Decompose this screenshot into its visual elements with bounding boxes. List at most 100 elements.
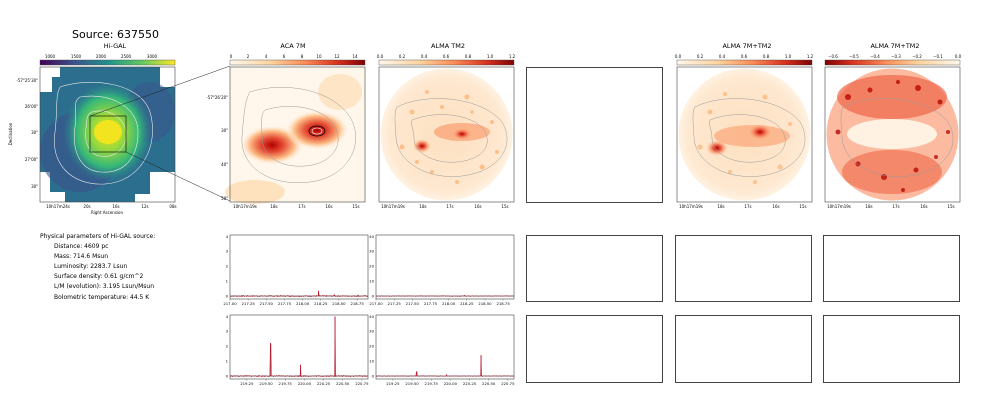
aca7m-contours	[241, 87, 356, 184]
spectrum-x-tick: 217.00	[369, 301, 383, 306]
empty-panel	[675, 235, 812, 302]
spectrum-x-tick: 218.75	[496, 301, 510, 306]
higal-x-tick: 08s	[169, 204, 176, 209]
spectrum-x-tick: 220.00	[444, 381, 458, 386]
resid-cbar-tick: −0.2	[912, 54, 922, 59]
spectrum-x-tick: 219.50	[259, 381, 273, 386]
resid-cbar-tick: −0.3	[891, 54, 901, 59]
spectrum-x-tick: 220.00	[298, 381, 312, 386]
alma-7m-tm2-x-tick: 18s	[717, 204, 724, 209]
spectrum-frame	[375, 234, 515, 300]
spectrum-x-tick: 217.00	[223, 301, 237, 306]
spectrum-y-tick: 2	[226, 264, 229, 269]
aca7m-map: 0 2 4 6 8 10 12 14 -57°26'20" 30" 40" 50…	[206, 54, 366, 209]
aca7m-x-ticks: 10h17m19s 18s 17s 16s 15s	[233, 204, 359, 209]
spectrum-y-tick: 0	[372, 373, 375, 378]
spectrum-x-tick: 218.50	[332, 301, 346, 306]
aca7m-title: ACA 7M	[280, 42, 306, 50]
spectrum-y-tick: 2	[226, 344, 229, 349]
higal-x-tick: 12s	[141, 204, 148, 209]
zoom-connectors	[89, 65, 231, 202]
alma-7m-tm2-x-ticks: 10h17m19s 18s 17s 16s 15s	[679, 204, 806, 209]
spectrum-line	[375, 294, 515, 297]
spectrum-x-tick: 220.50	[336, 381, 350, 386]
spectrum-x-tick: 217.50	[406, 301, 420, 306]
spectrum-y-tick: 10	[369, 278, 374, 283]
spectrum-y-tick: 3	[226, 329, 229, 334]
spectrum-aca7m-row1: 0 1 2 3 4 217.00 217.25 217.50 217.75 218.00 218.2…	[223, 234, 369, 306]
higal-y-tick: 30"	[31, 184, 38, 189]
alma-tm2-cbar-tick: 1.2	[509, 54, 516, 59]
resid-x-tick: 15s	[947, 204, 954, 209]
spectrum-x-tick: 220.75	[355, 381, 369, 386]
param-distance: Distance: 4609 pc	[54, 243, 109, 251]
higal-y-tick: 27'00"	[25, 157, 38, 162]
alma-tm2-cbar-tick: 0.2	[399, 54, 406, 59]
spectrum-x-tick: 219.50	[405, 381, 419, 386]
alma-7m-tm2-cbar-tick: 1.0	[785, 54, 792, 59]
aca7m-cbar-tick: 12	[334, 54, 340, 59]
aca7m-cbar-tick: 4	[265, 54, 268, 59]
param-l-over-m: L/M (evolution): 3.195 Lsun/Msun	[54, 283, 155, 291]
alma-7m-tm2-colorbar	[676, 59, 813, 66]
spectrum-y-tick: 30	[369, 329, 374, 334]
alma-tm2-cbar-tick: 0.0	[377, 54, 384, 59]
higal-ylabel: Declination	[8, 122, 13, 145]
alma-7m-tm2-resid-x-ticks: 10h17m19s 18s 17s 16s 15s	[827, 204, 954, 209]
alma-7m-tm2-cbar-tick: 0.2	[697, 54, 704, 59]
spectrum-x-tick: 217.75	[278, 301, 292, 306]
higal-x-tick: 20s	[83, 204, 90, 209]
higal-title: Hi-GAL	[103, 42, 127, 50]
alma-tm2-x-tick: 10h17m19s	[381, 204, 405, 209]
resid-x-tick: 16s	[920, 204, 927, 209]
higal-zoom-box	[89, 115, 127, 153]
higal-y-tick: 26'00"	[25, 104, 38, 109]
spectrum-y-tick: 20	[369, 344, 374, 349]
spectrum-alma-tm2-row2: 0 10 20 30 40 219.25 219.50 219.75 220.00 220.25 2…	[369, 314, 515, 386]
spectrum-y-tick: 4	[226, 314, 229, 319]
spectrum-y-tick: 40	[369, 314, 374, 319]
spectrum-x-tick: 219.75	[425, 381, 439, 386]
higal-y-tick: -57°25'30"	[16, 78, 38, 83]
aca7m-cbar-tick: 0	[230, 54, 233, 59]
aca7m-cbar-tick: 2	[247, 54, 250, 59]
spectrum-x-tick: 218.25	[460, 301, 474, 306]
spectrum-x-tick: 218.50	[478, 301, 492, 306]
resid-cbar-tick: −0.1	[933, 54, 943, 59]
spectrum-line	[229, 316, 369, 378]
alma-7m-tm2-resid-title: ALMA 7M+TM2	[870, 42, 920, 50]
empty-panel	[675, 315, 812, 383]
spectrum-x-tick: 217.75	[424, 301, 438, 306]
alma-tm2-map: 0.0 0.2 0.4 0.6 0.8 1.0 1.2 10h17m19s 18…	[377, 54, 516, 209]
spectrum-x-tick: 219.25	[386, 381, 400, 386]
spectrum-x-tick: 220.25	[463, 381, 477, 386]
alma-tm2-cbar-tick: 0.8	[465, 54, 472, 59]
higal-x-tick: 10h17m24s	[46, 204, 70, 209]
aca7m-y-tick: 40"	[221, 162, 228, 167]
resid-x-tick: 17s	[892, 204, 899, 209]
spectrum-y-tick: 3	[226, 249, 229, 254]
spectrum-x-tick: 217.25	[242, 301, 256, 306]
spectrum-y-tick: 0	[226, 373, 229, 378]
aca7m-x-tick: 18s	[270, 204, 277, 209]
spectrum-frame	[375, 314, 515, 380]
alma-7m-tm2-x-tick: 10h17m19s	[679, 204, 703, 209]
higal-x-tick: 16s	[112, 204, 119, 209]
alma-7m-tm2-cbar-tick: 0.6	[741, 54, 748, 59]
spectrum-y-tick: 1	[226, 358, 229, 363]
alma-7m-tm2-x-tick: 15s	[799, 204, 806, 209]
aca7m-cbar-tick: 14	[352, 54, 358, 59]
spectrum-x-tick: 217.50	[260, 301, 274, 306]
alma-tm2-x-ticks: 10h17m19s 18s 17s 16s 15s	[381, 204, 508, 209]
resid-cbar-tick: −0.6	[828, 54, 838, 59]
empty-panel	[823, 315, 960, 383]
params-heading: Physical parameters of Hi-GAL source:	[40, 233, 156, 240]
resid-x-tick: 10h17m19s	[827, 204, 851, 209]
aca7m-cbar-tick: 8	[301, 54, 304, 59]
spectrum-x-tick: 218.00	[442, 301, 456, 306]
spectrum-x-tick: 218.25	[314, 301, 328, 306]
param-bolometric-temperature: Bolometric temperature: 44.5 K	[54, 293, 150, 301]
alma-7m-tm2-resid-map: −0.6 −0.5 −0.4 −0.3 −0.2 −0.1 0.0 10h17m…	[824, 54, 962, 209]
spectrum-x-tick: 219.25	[240, 381, 254, 386]
aca7m-y-tick: 50"	[221, 196, 228, 201]
